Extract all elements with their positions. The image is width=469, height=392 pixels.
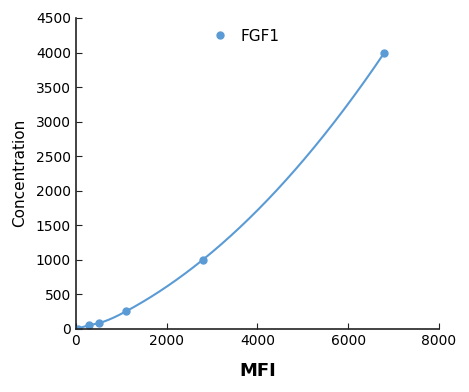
Y-axis label: Concentration: Concentration <box>13 119 28 227</box>
FGF1 <box>200 257 206 262</box>
FGF1 <box>87 323 92 328</box>
FGF1 <box>382 50 387 55</box>
Line: FGF1: FGF1 <box>75 49 388 332</box>
FGF1 <box>96 321 101 326</box>
FGF1 <box>76 327 81 331</box>
Legend: FGF1: FGF1 <box>200 22 286 50</box>
X-axis label: MFI: MFI <box>239 361 276 379</box>
FGF1 <box>123 309 129 314</box>
